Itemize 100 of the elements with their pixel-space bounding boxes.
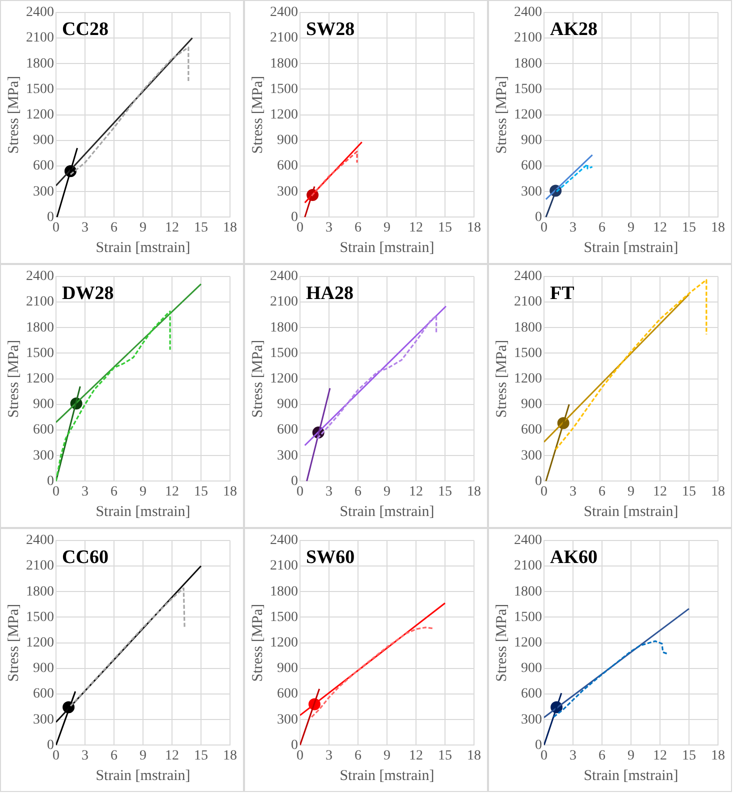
- y-tick-label: 1500: [26, 82, 54, 97]
- y-tick-label: 1200: [26, 371, 54, 386]
- chart-title: DW28: [62, 282, 114, 304]
- x-tick-label: 15: [682, 484, 696, 500]
- x-tick-label: 9: [140, 220, 146, 236]
- x-tick-label: 18: [711, 220, 725, 236]
- y-tick-label: 300: [33, 712, 54, 728]
- y-tick-label: 2100: [514, 558, 542, 574]
- x-tick-label: 15: [194, 484, 208, 500]
- x-tick-label: 15: [194, 748, 208, 764]
- y-axis-title: Stress [MPa]: [494, 340, 510, 418]
- y-tick-label: 1200: [270, 635, 298, 650]
- y-tick-label: 1800: [514, 320, 542, 336]
- x-tick-label: 9: [628, 748, 634, 764]
- y-tick-label: 1500: [26, 610, 54, 625]
- y-axis-title: Stress [MPa]: [494, 76, 510, 154]
- x-tick-label: 15: [682, 748, 696, 764]
- y-tick-label: 1200: [514, 635, 542, 650]
- y-tick-label: 2100: [270, 294, 298, 310]
- y-tick-label: 2100: [514, 30, 542, 46]
- chart-title: SW28: [306, 18, 355, 40]
- y-tick-label: 1500: [514, 346, 542, 361]
- chart-title: CC28: [62, 18, 108, 40]
- x-tick-label: 12: [653, 484, 667, 500]
- x-tick-label: 9: [140, 484, 146, 500]
- y-tick-label: 2100: [270, 558, 298, 574]
- y-tick-label: 900: [277, 397, 298, 412]
- x-axis-title: Strain [mstrain]: [584, 240, 678, 256]
- y-tick-label: 600: [277, 422, 298, 438]
- x-tick-label: 6: [598, 748, 606, 764]
- y-tick-label: 1800: [26, 584, 54, 600]
- y-tick-label: 2100: [26, 294, 54, 310]
- y-tick-label: 900: [277, 661, 298, 676]
- x-tick-label: 9: [384, 484, 390, 500]
- x-tick-label: 6: [110, 484, 118, 500]
- x-tick-label: 6: [598, 484, 606, 500]
- y-tick-label: 2100: [26, 558, 54, 574]
- y-tick-label: 0: [535, 474, 542, 489]
- x-tick-label: 18: [223, 748, 237, 764]
- x-axis-title: Strain [mstrain]: [340, 768, 434, 784]
- y-tick-label: 2400: [26, 533, 54, 548]
- x-tick-label: 3: [570, 484, 576, 500]
- y-tick-label: 1500: [270, 610, 298, 625]
- y-tick-label: 300: [521, 712, 542, 728]
- y-tick-label: 1800: [270, 56, 298, 72]
- x-tick-label: 15: [438, 484, 452, 500]
- x-tick-label: 9: [628, 484, 634, 500]
- x-tick-label: 18: [223, 220, 237, 236]
- y-tick-label: 300: [33, 184, 54, 200]
- x-tick-label: 3: [326, 220, 332, 236]
- y-axis-title: Stress [MPa]: [250, 604, 266, 682]
- y-tick-label: 2400: [270, 533, 298, 548]
- x-tick-label: 6: [598, 220, 606, 236]
- y-tick-label: 1200: [514, 371, 542, 386]
- y-tick-label: 0: [47, 738, 54, 753]
- y-tick-label: 2100: [270, 30, 298, 46]
- y-tick-label: 300: [33, 448, 54, 464]
- x-tick-label: 3: [570, 220, 576, 236]
- x-tick-label: 18: [223, 484, 237, 500]
- y-axis-title: Stress [MPa]: [6, 604, 22, 682]
- x-tick-label: 6: [110, 220, 118, 236]
- y-tick-label: 0: [47, 474, 54, 489]
- y-tick-label: 2100: [26, 30, 54, 46]
- chart-title: FT: [550, 282, 575, 304]
- y-tick-label: 1800: [514, 584, 542, 600]
- y-tick-label: 600: [33, 686, 54, 702]
- x-axis-title: Strain [mstrain]: [584, 768, 678, 784]
- y-tick-label: 300: [277, 712, 298, 728]
- x-tick-label: 18: [467, 484, 481, 500]
- x-tick-label: 3: [82, 220, 88, 236]
- x-tick-label: 9: [384, 220, 390, 236]
- y-tick-label: 2400: [270, 5, 298, 20]
- chart-title: AK60: [550, 546, 598, 568]
- x-tick-label: 12: [165, 748, 179, 764]
- x-tick-label: 3: [570, 748, 576, 764]
- y-tick-label: 300: [521, 448, 542, 464]
- x-tick-label: 9: [140, 748, 146, 764]
- y-tick-label: 1800: [270, 320, 298, 336]
- x-axis-title: Strain [mstrain]: [96, 504, 190, 520]
- y-tick-label: 1500: [514, 82, 542, 97]
- y-tick-label: 900: [521, 661, 542, 676]
- y-tick-label: 900: [33, 133, 54, 148]
- y-axis-title: Stress [MPa]: [250, 76, 266, 154]
- y-tick-label: 0: [535, 738, 542, 753]
- y-tick-label: 300: [521, 184, 542, 200]
- x-axis-title: Strain [mstrain]: [584, 504, 678, 520]
- x-tick-label: 3: [82, 484, 88, 500]
- x-tick-label: 15: [438, 220, 452, 236]
- y-tick-label: 900: [521, 133, 542, 148]
- y-tick-label: 600: [33, 422, 54, 438]
- chart-title: AK28: [550, 18, 598, 40]
- chart-title: SW60: [306, 546, 355, 568]
- y-axis-title: Stress [MPa]: [6, 76, 22, 154]
- y-tick-label: 2400: [514, 269, 542, 284]
- x-tick-label: 18: [467, 220, 481, 236]
- x-tick-label: 3: [326, 484, 332, 500]
- x-tick-label: 6: [354, 748, 362, 764]
- y-tick-label: 300: [277, 184, 298, 200]
- y-tick-label: 1500: [26, 346, 54, 361]
- y-tick-label: 900: [521, 397, 542, 412]
